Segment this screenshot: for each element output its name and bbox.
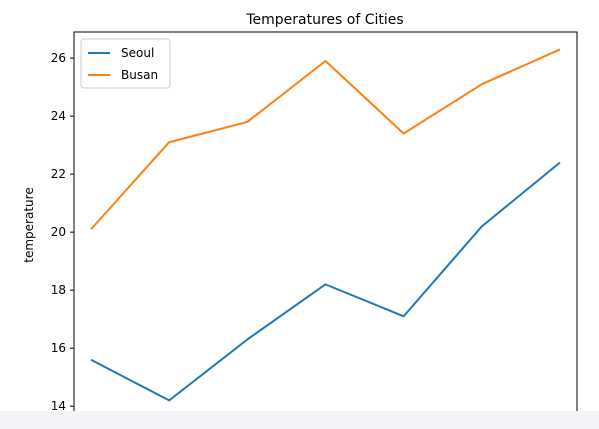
chart-title: Temperatures of Cities — [245, 12, 403, 28]
y-tick-label: 16 — [51, 341, 66, 355]
bottom-bar — [0, 411, 599, 429]
y-tick-label: 18 — [51, 283, 66, 297]
plot-area-frame — [73, 31, 578, 413]
y-tick-label: 14 — [51, 399, 66, 413]
y-axis: 14 16 18 20 22 24 26 — [51, 51, 74, 413]
legend-label-busan: Busan — [121, 68, 158, 82]
y-tick-label: 22 — [51, 167, 66, 181]
y-tick-label: 26 — [51, 51, 66, 65]
y-tick-label: 20 — [51, 225, 66, 239]
series-line-busan — [90, 48, 561, 230]
y-tick-label: 24 — [51, 109, 66, 123]
y-axis-label: temperature — [22, 187, 36, 262]
series-line-seoul — [90, 161, 561, 402]
legend: Seoul Busan — [80, 38, 171, 89]
plot-series — [90, 48, 561, 402]
legend-label-seoul: Seoul — [121, 46, 154, 60]
